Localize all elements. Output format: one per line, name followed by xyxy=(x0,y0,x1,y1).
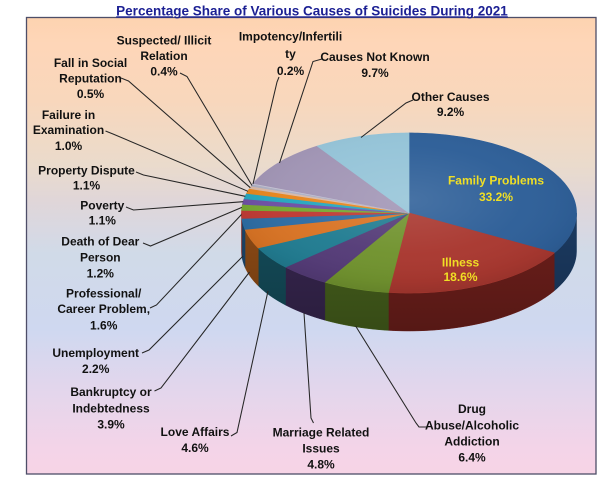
svg-text:Percentage Share of Various Ca: Percentage Share of Various Causes of Su… xyxy=(116,3,508,18)
svg-text:1.1%: 1.1% xyxy=(89,214,117,228)
svg-text:Issues: Issues xyxy=(302,441,340,455)
svg-text:Failure in: Failure in xyxy=(42,108,95,122)
svg-text:Career Problem,: Career Problem, xyxy=(57,302,150,316)
svg-text:0.2%: 0.2% xyxy=(277,64,305,78)
svg-text:Illness: Illness xyxy=(442,255,480,269)
svg-text:6.4%: 6.4% xyxy=(458,450,486,464)
svg-text:Other Causes: Other Causes xyxy=(411,90,489,104)
svg-text:Examination: Examination xyxy=(33,123,104,137)
svg-text:Impotency/Infertili: Impotency/Infertili xyxy=(239,29,342,43)
svg-text:Indebtedness: Indebtedness xyxy=(72,401,150,415)
svg-text:3.9%: 3.9% xyxy=(97,417,125,431)
svg-text:Death of Dear: Death of Dear xyxy=(61,234,139,248)
svg-text:0.4%: 0.4% xyxy=(150,64,178,78)
svg-text:Family Problems: Family Problems xyxy=(448,173,544,187)
svg-text:ty: ty xyxy=(285,47,296,61)
svg-text:9.7%: 9.7% xyxy=(361,66,389,80)
svg-text:18.6%: 18.6% xyxy=(443,270,477,284)
svg-text:Love Affairs: Love Affairs xyxy=(161,425,230,439)
svg-text:Relation: Relation xyxy=(140,49,187,63)
svg-text:4.6%: 4.6% xyxy=(181,441,209,455)
svg-text:Fall in Social: Fall in Social xyxy=(54,56,127,70)
svg-text:1.1%: 1.1% xyxy=(73,179,101,193)
svg-text:Property Dispute: Property Dispute xyxy=(38,163,135,177)
svg-text:Unemployment: Unemployment xyxy=(52,346,139,360)
svg-text:Drug: Drug xyxy=(458,402,486,416)
svg-text:Causes Not Known: Causes Not Known xyxy=(320,50,429,64)
svg-text:Professional/: Professional/ xyxy=(66,287,142,301)
svg-text:Suspected/ Illicit: Suspected/ Illicit xyxy=(117,33,212,47)
svg-text:Bankruptcy or: Bankruptcy or xyxy=(70,385,152,399)
svg-text:1.2%: 1.2% xyxy=(87,266,115,280)
svg-text:Abuse/Alcoholic: Abuse/Alcoholic xyxy=(425,418,519,432)
svg-text:33.2%: 33.2% xyxy=(479,190,513,204)
svg-text:Poverty: Poverty xyxy=(80,198,124,212)
svg-text:Addiction: Addiction xyxy=(444,434,499,448)
svg-text:1.0%: 1.0% xyxy=(55,139,83,153)
svg-text:2.2%: 2.2% xyxy=(82,362,110,376)
svg-text:Person: Person xyxy=(80,250,121,264)
svg-text:1.6%: 1.6% xyxy=(90,318,118,332)
svg-text:0.5%: 0.5% xyxy=(77,87,105,101)
svg-text:Marriage Related: Marriage Related xyxy=(273,425,370,439)
svg-text:4.8%: 4.8% xyxy=(307,457,335,471)
svg-text:Reputation: Reputation xyxy=(59,71,122,85)
svg-text:9.2%: 9.2% xyxy=(437,105,465,119)
